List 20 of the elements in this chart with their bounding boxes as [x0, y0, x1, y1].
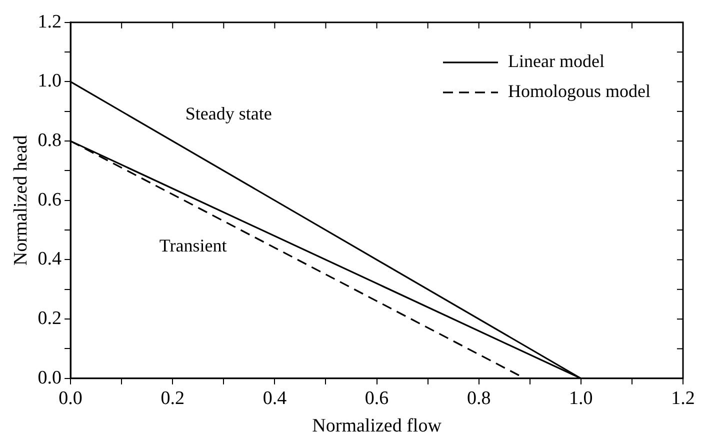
y-tick-label: 0.8	[38, 130, 62, 152]
y-axis-title: Normalized head	[10, 134, 32, 266]
y-tick-label: 0.6	[38, 189, 62, 210]
x-tick-label: 1.2	[671, 388, 695, 409]
legend-label: Linear model	[508, 51, 604, 72]
x-tick-label: 0.0	[58, 388, 82, 409]
y-tick-label: 0.0	[38, 367, 62, 388]
annotation: Steady state	[185, 104, 272, 124]
y-tick-label: 0.4	[38, 248, 62, 270]
legend-label: Homologous model	[508, 81, 650, 102]
annotation: Transient	[159, 235, 227, 256]
x-axis-title: Normalized flow	[312, 416, 442, 437]
y-tick-label: 1.2	[38, 11, 62, 32]
x-tick-label: 0.6	[364, 388, 389, 409]
x-tick-label: 0.4	[262, 388, 288, 409]
x-tick-label: 0.2	[160, 388, 184, 409]
y-tick-label: 1.0	[38, 70, 62, 92]
y-tick-label: 0.2	[38, 308, 62, 330]
x-tick-label: 0.8	[466, 388, 491, 409]
x-tick-label: 1.0	[569, 388, 593, 409]
